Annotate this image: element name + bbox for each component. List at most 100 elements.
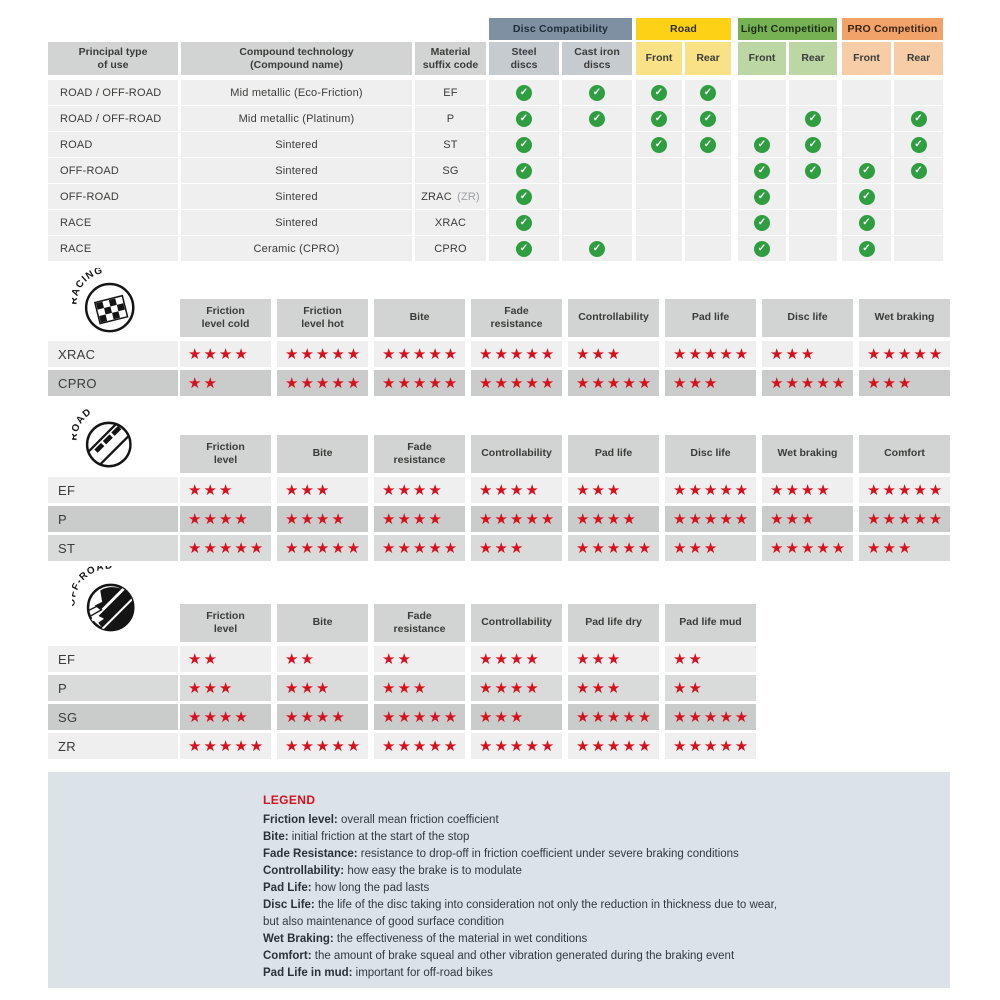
star-rating: ★★★★ xyxy=(576,510,638,528)
star-rating: ★★★★★ xyxy=(382,708,460,726)
rating-cell: ★★★ xyxy=(471,704,562,730)
check-cell: ✓ xyxy=(685,106,731,131)
check-cell: ✓ xyxy=(489,210,559,235)
check-cell: ✓ xyxy=(562,106,632,131)
rating-cell: ★★★★ xyxy=(471,646,562,672)
compound-cell: Mid metallic (Eco-Friction) xyxy=(181,80,412,105)
star-rating: ★★★★★ xyxy=(673,510,751,528)
check-cell: ✓ xyxy=(842,158,891,183)
rating-cell: ★★★ xyxy=(665,535,756,561)
rating-cell: ★★★ xyxy=(277,477,368,503)
legend-content: LEGEND Friction level: overall mean fric… xyxy=(263,793,777,982)
column-header: Friction level xyxy=(180,435,271,473)
rating-cell: ★★★★★ xyxy=(277,370,368,396)
rating-cell: ★★★ xyxy=(859,370,950,396)
check-icon: ✓ xyxy=(805,136,821,153)
rating-cell: ★★★★★ xyxy=(665,733,756,759)
column-header-row: Principal type of use Compound technolog… xyxy=(48,42,943,75)
check-icon: ✓ xyxy=(858,188,875,205)
rating-cell: ★★★ xyxy=(374,675,465,701)
rating-cell: ★★★★★ xyxy=(665,341,756,367)
legend-desc: how long the pad lasts xyxy=(314,882,430,894)
column-header: Controllability xyxy=(471,604,562,642)
rating-cell: ★★★★★ xyxy=(762,370,853,396)
legend-item: Bite: initial friction at the start of t… xyxy=(263,829,777,846)
check-icon: ✓ xyxy=(910,110,927,127)
star-rating: ★★★★★ xyxy=(867,345,945,363)
rating-cell: ★★★★ xyxy=(471,477,562,503)
star-rating: ★★★★★ xyxy=(867,510,945,528)
rating-cell: ★★★★★ xyxy=(568,704,659,730)
rating-cell: ★★★★★ xyxy=(859,506,950,532)
check-cell: ✓ xyxy=(894,132,943,157)
column-header-material-suffix: Material suffix code xyxy=(415,42,486,75)
legend-term: Pad Life: xyxy=(263,882,315,894)
legend-desc: initial friction at the start of the sto… xyxy=(291,831,470,843)
rating-cell: ★★★★★ xyxy=(568,370,659,396)
rating-cell: ★★★ xyxy=(180,675,271,701)
star-rating: ★★★★ xyxy=(479,679,541,697)
check-cell xyxy=(636,236,682,261)
check-cell xyxy=(842,132,891,157)
rating-cell: ★★★★★ xyxy=(277,341,368,367)
check-icon: ✓ xyxy=(589,240,605,257)
use-cell: ROAD / OFF-ROAD xyxy=(48,80,178,105)
row-label: EF xyxy=(48,477,178,503)
star-rating: ★★★ xyxy=(188,679,235,697)
star-rating: ★★ xyxy=(382,650,413,668)
legend-term: Fade Resistance: xyxy=(263,848,361,860)
star-rating: ★★★★★ xyxy=(382,345,460,363)
star-rating: ★★★ xyxy=(576,650,623,668)
table-row: XRAC ★★★★ ★★★★★ ★★★★★ ★★★★★ ★★★ ★★★★★ ★★★ ★★★★★ xyxy=(48,341,956,367)
check-cell: ✓ xyxy=(489,80,559,105)
check-cell: ✓ xyxy=(738,132,786,157)
rating-rows: XRAC ★★★★ ★★★★★ ★★★★★ ★★★★★ ★★★ ★★★★★ ★★★ ★★★★★ C… xyxy=(48,341,956,399)
check-icon: ✓ xyxy=(516,110,532,127)
rating-cell: ★★★ xyxy=(568,477,659,503)
code-cell: SG xyxy=(415,158,486,183)
check-cell xyxy=(894,210,943,235)
code-note: (ZR) xyxy=(453,190,480,203)
legend-item: Pad Life in mud: important for off-road … xyxy=(263,965,777,982)
star-rating: ★★★★★ xyxy=(770,539,848,557)
row-label: XRAC xyxy=(48,341,178,367)
check-cell: ✓ xyxy=(894,106,943,131)
check-cell xyxy=(685,184,731,209)
rating-cell: ★★★ xyxy=(277,675,368,701)
check-cell: ✓ xyxy=(738,210,786,235)
star-rating: ★★ xyxy=(673,650,704,668)
rating-cell: ★★★★★ xyxy=(277,733,368,759)
legend-term: Bite: xyxy=(263,831,292,843)
column-header-steel-discs: Steel discs xyxy=(489,42,559,75)
legend-term: Disc Life: xyxy=(263,899,318,911)
legend-desc: overall mean friction coefficient xyxy=(340,814,499,826)
check-cell xyxy=(789,236,837,261)
legend-term: Comfort: xyxy=(263,950,315,962)
star-rating: ★★★ xyxy=(867,539,914,557)
check-icon: ✓ xyxy=(858,162,875,179)
check-icon: ✓ xyxy=(651,84,667,101)
column-header: Friction level xyxy=(180,604,271,642)
legend-desc: resistance to drop-off in friction coeff… xyxy=(360,848,739,860)
row-label: EF xyxy=(48,646,178,672)
check-cell xyxy=(738,106,786,131)
star-rating: ★★★★★ xyxy=(188,737,266,755)
star-rating: ★★★ xyxy=(479,708,526,726)
rating-cell: ★★★ xyxy=(568,341,659,367)
star-rating: ★★★★ xyxy=(285,510,347,528)
rating-cell: ★★★★ xyxy=(180,704,271,730)
rating-cell: ★★★★ xyxy=(762,477,853,503)
column-header: Wet braking xyxy=(762,435,853,473)
check-cell xyxy=(685,210,731,235)
group-header-light-competition: Light Competition xyxy=(738,18,837,40)
star-rating: ★★★★★ xyxy=(479,510,557,528)
check-cell: ✓ xyxy=(489,106,559,131)
column-header-light-rear: Rear xyxy=(789,42,837,75)
check-icon: ✓ xyxy=(754,136,770,153)
star-rating: ★★★★★ xyxy=(673,481,751,499)
check-cell: ✓ xyxy=(685,132,731,157)
star-rating: ★★★★★ xyxy=(673,708,751,726)
check-cell: ✓ xyxy=(685,80,731,105)
table-row: ZR ★★★★★ ★★★★★ ★★★★★ ★★★★★ ★★★★★ ★★★★★ xyxy=(48,733,762,759)
